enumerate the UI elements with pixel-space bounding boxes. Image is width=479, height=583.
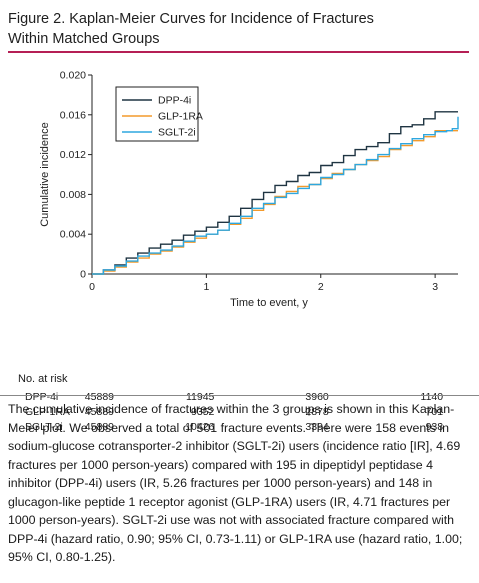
y-tick-label: 0.012: [60, 149, 86, 161]
y-axis-label: Cumulative incidence: [39, 122, 51, 227]
title-rule: [8, 51, 469, 53]
figure-caption: The cumulative incidence of fractures wi…: [8, 402, 463, 564]
y-tick-label: 0.020: [60, 70, 86, 82]
legend-label: DPP-4i: [158, 95, 191, 107]
risk-row-label: GLP-1RA: [25, 406, 70, 418]
series-line-sglt-2i: [92, 116, 459, 275]
x-tick-label: 2: [318, 281, 324, 293]
x-tick-label: 1: [203, 281, 209, 293]
figure-title-line1: Figure 2. Kaplan-Meier Curves for Incide…: [8, 11, 374, 27]
risk-row-label: SGLT-2i: [25, 421, 63, 433]
x-tick-label: 0: [89, 281, 95, 293]
risk-row-value: 938: [425, 421, 444, 433]
risk-row-value: 701: [425, 406, 444, 418]
risk-row-value: 11945: [185, 391, 215, 403]
risk-row-value: 9352: [191, 406, 215, 418]
risk-row-value: 45889: [84, 421, 114, 433]
figure-title-line2: Within Matched Groups: [8, 31, 160, 47]
legend-label: SGLT-2i: [158, 127, 196, 139]
x-axis-label: Time to event, y: [230, 297, 308, 309]
figure-title: Figure 2. Kaplan-Meier Curves for Incide…: [8, 9, 468, 49]
series-line-dpp-4i: [92, 111, 458, 275]
y-tick-label: 0.008: [60, 189, 86, 201]
chart-panel: 0 0.004 0.008 0.012 0.016 0.020 0 1 2 3 Time to ev…: [8, 57, 469, 433]
risk-row-label: DPP-4i: [25, 391, 59, 403]
y-tick-label: 0.004: [60, 229, 86, 241]
risk-row-value: 3960: [305, 391, 329, 403]
y-tick-label: 0: [80, 269, 86, 281]
caption-rule: [0, 395, 479, 396]
risk-row-value: 45889: [84, 406, 114, 418]
risk-row-value: 2878: [305, 406, 329, 418]
x-tick-label: 3: [432, 281, 438, 293]
risk-row-value: 1140: [420, 391, 444, 403]
risk-table-row: GLP-1RA 45889 9352 2878 701: [8, 406, 478, 420]
risk-row-value: 10426: [185, 421, 215, 433]
legend-label: GLP-1RA: [158, 111, 203, 123]
y-tick-label: 0.016: [60, 109, 86, 121]
risk-row-value: 45889: [84, 391, 114, 403]
risk-table-title: No. at risk: [18, 373, 68, 385]
kaplan-meier-chart: 0 0.004 0.008 0.012 0.016 0.020 0 1 2 3 Time to ev…: [39, 70, 459, 309]
risk-table-row: DPP-4i 45889 11945 3960 1140: [8, 391, 478, 405]
risk-row-value: 3394: [305, 421, 329, 433]
risk-table-row: SGLT-2i 45889 10426 3394 938: [8, 421, 478, 435]
